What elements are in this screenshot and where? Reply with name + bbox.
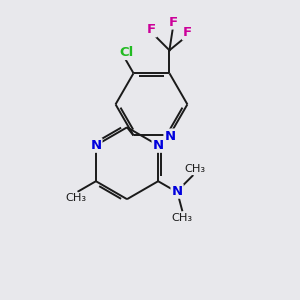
Text: N: N [90, 139, 101, 152]
Text: N: N [172, 185, 183, 198]
Text: N: N [153, 139, 164, 152]
Text: F: F [168, 16, 178, 28]
Text: F: F [147, 23, 156, 37]
Text: CH₃: CH₃ [65, 193, 87, 203]
Text: Cl: Cl [119, 46, 134, 59]
Text: CH₃: CH₃ [184, 164, 205, 174]
Text: F: F [183, 26, 192, 39]
Text: N: N [164, 130, 175, 142]
Text: CH₃: CH₃ [172, 213, 193, 223]
